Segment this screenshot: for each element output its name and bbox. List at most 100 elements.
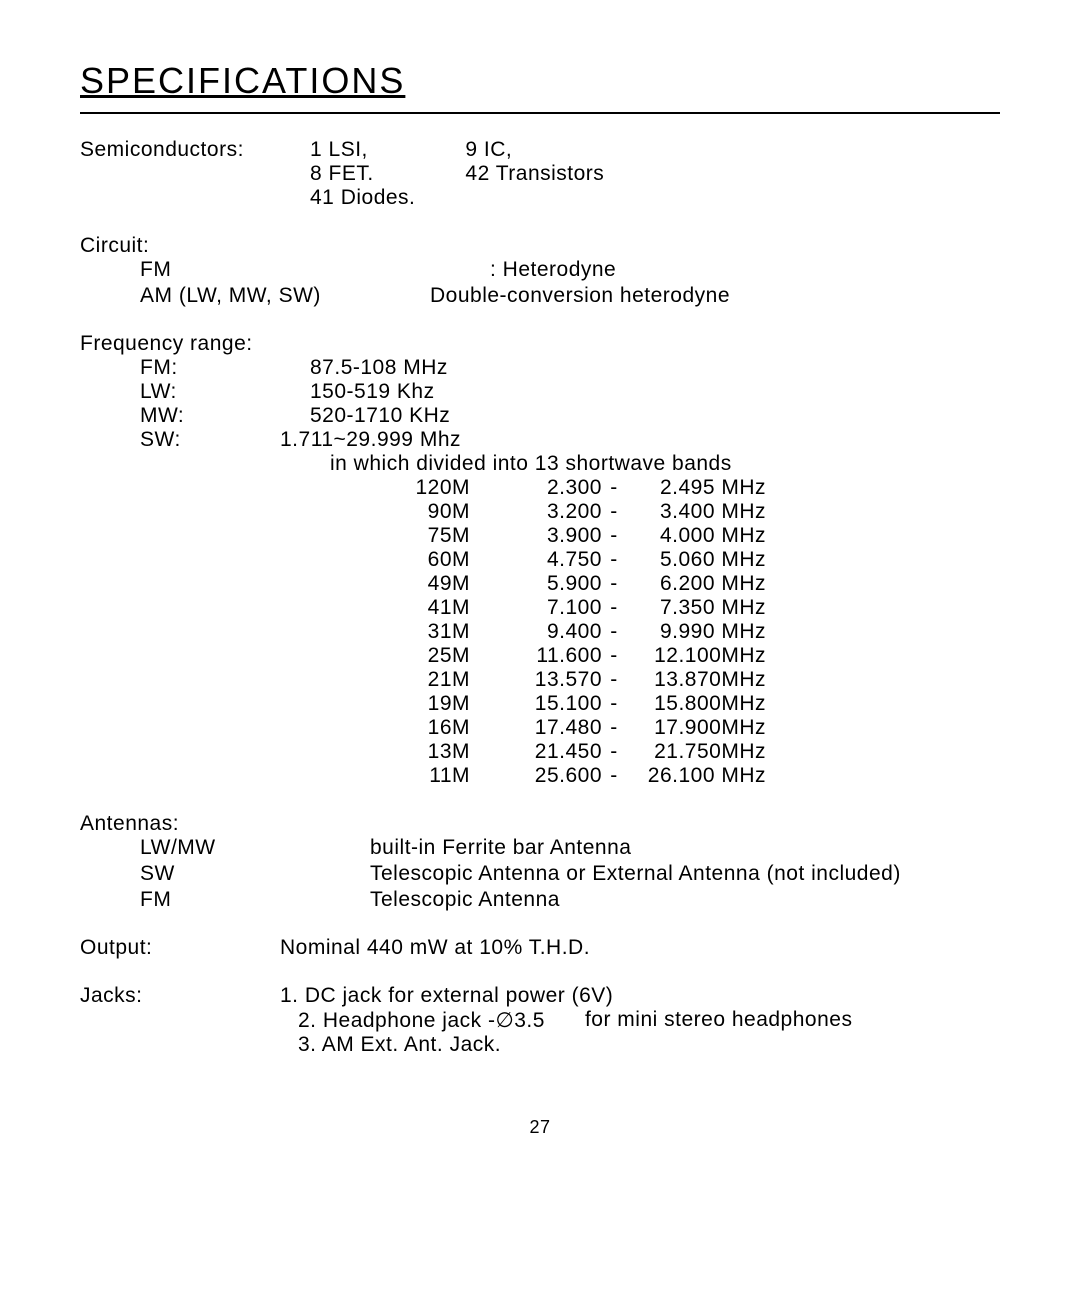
band-separator: - [602, 740, 626, 764]
freq-sw-val: 1.711~29.999 Mhz [280, 428, 461, 452]
freq-mw-label: MW: [80, 404, 310, 428]
ant-fm-label: FM [80, 888, 370, 912]
band-row: 90M3.200-3.400 MHz [80, 500, 1000, 524]
antennas-label: Antennas: [80, 812, 1000, 836]
band-separator: - [602, 620, 626, 644]
band-separator: - [602, 692, 626, 716]
band-row: 75M3.900-4.000 MHz [80, 524, 1000, 548]
band-start: 13.570 [482, 668, 602, 692]
band-name: 21M [410, 668, 482, 692]
antennas-section: Antennas: LW/MW built-in Ferrite bar Ant… [80, 812, 1000, 912]
semi-2b: 42 Transistors [465, 162, 604, 186]
band-name: 19M [410, 692, 482, 716]
ant-sw-val: Telescopic Antenna or External Antenna (… [370, 862, 1000, 886]
jacks-section: Jacks: 1. DC jack for external power (6V… [80, 984, 1000, 1057]
semi-1b: 9 IC, [465, 138, 604, 162]
circuit-fm-val: : Heterodyne [370, 258, 1000, 282]
semi-label: Semiconductors: [80, 138, 310, 210]
output-val: Nominal 440 mW at 10% T.H.D. [280, 936, 1000, 960]
jacks-label: Jacks: [80, 984, 280, 1057]
ant-sw-label: SW [80, 862, 370, 886]
band-end: 6.200 MHz [626, 572, 766, 596]
semiconductors-section: Semiconductors: 1 LSI, 9 IC, 8 FET. 42 T… [80, 138, 1000, 210]
shortwave-bands-table: 120M2.300-2.495 MHz90M3.200-3.400 MHz75M… [80, 476, 1000, 788]
band-start: 3.900 [482, 524, 602, 548]
band-end: 3.400 MHz [626, 500, 766, 524]
band-end: 13.870MHz [626, 668, 766, 692]
jacks-2b: for mini stereo headphones [545, 1008, 853, 1033]
band-separator: - [602, 644, 626, 668]
band-start: 3.200 [482, 500, 602, 524]
band-name: 75M [410, 524, 482, 548]
freq-lw-val: 150-519 Khz [310, 380, 435, 404]
band-row: 41M7.100-7.350 MHz [80, 596, 1000, 620]
band-start: 21.450 [482, 740, 602, 764]
band-name: 31M [410, 620, 482, 644]
jacks-2a: 2. Headphone jack -∅3.5 [280, 1008, 545, 1033]
frequency-section: Frequency range: FM: 87.5-108 MHz LW: 15… [80, 332, 1000, 788]
band-name: 49M [410, 572, 482, 596]
band-separator: - [602, 548, 626, 572]
band-row: 120M2.300-2.495 MHz [80, 476, 1000, 500]
jacks-1: 1. DC jack for external power (6V) [280, 984, 1000, 1008]
freq-fm-label: FM: [80, 356, 310, 380]
band-separator: - [602, 500, 626, 524]
band-separator: - [602, 572, 626, 596]
freq-mw-val: 520-1710 KHz [310, 404, 450, 428]
band-row: 49M5.900-6.200 MHz [80, 572, 1000, 596]
band-row: 16M17.480-17.900MHz [80, 716, 1000, 740]
band-separator: - [602, 764, 626, 788]
band-separator: - [602, 524, 626, 548]
band-row: 19M15.100-15.800MHz [80, 692, 1000, 716]
ant-fm-val: Telescopic Antenna [370, 888, 1000, 912]
band-name: 13M [410, 740, 482, 764]
band-row: 25M11.600-12.100MHz [80, 644, 1000, 668]
band-start: 2.300 [482, 476, 602, 500]
band-end: 4.000 MHz [626, 524, 766, 548]
band-end: 2.495 MHz [626, 476, 766, 500]
band-end: 15.800MHz [626, 692, 766, 716]
semi-1a: 1 LSI, [310, 138, 415, 162]
band-name: 25M [410, 644, 482, 668]
circuit-am-label: AM (LW, MW, SW) [80, 284, 430, 308]
band-start: 25.600 [482, 764, 602, 788]
band-row: 60M4.750-5.060 MHz [80, 548, 1000, 572]
band-end: 26.100 MHz [626, 764, 766, 788]
band-start: 15.100 [482, 692, 602, 716]
band-separator: - [602, 716, 626, 740]
page-title: SPECIFICATIONS [80, 60, 1000, 106]
band-start: 17.480 [482, 716, 602, 740]
band-separator: - [602, 596, 626, 620]
semi-3a: 41 Diodes. [310, 186, 415, 210]
freq-sw-note: in which divided into 13 shortwave bands [80, 452, 1000, 476]
freq-fm-val: 87.5-108 MHz [310, 356, 448, 380]
band-name: 120M [410, 476, 482, 500]
band-start: 4.750 [482, 548, 602, 572]
band-name: 41M [410, 596, 482, 620]
band-row: 13M21.450-21.750MHz [80, 740, 1000, 764]
output-section: Output: Nominal 440 mW at 10% T.H.D. [80, 936, 1000, 960]
ant-lwmw-val: built-in Ferrite bar Antenna [370, 836, 1000, 860]
jacks-3: 3. AM Ext. Ant. Jack. [280, 1033, 1000, 1057]
band-separator: - [602, 476, 626, 500]
band-name: 11M [410, 764, 482, 788]
band-separator: - [602, 668, 626, 692]
freq-lw-label: LW: [80, 380, 310, 404]
freq-sw-label: SW: [80, 428, 310, 452]
ant-lwmw-label: LW/MW [80, 836, 370, 860]
band-end: 12.100MHz [626, 644, 766, 668]
band-name: 90M [410, 500, 482, 524]
freq-label: Frequency range: [80, 332, 1000, 356]
circuit-fm-label: FM [80, 258, 370, 282]
circuit-section: Circuit: FM : Heterodyne AM (LW, MW, SW)… [80, 234, 1000, 308]
band-end: 21.750MHz [626, 740, 766, 764]
band-name: 60M [410, 548, 482, 572]
band-row: 21M13.570-13.870MHz [80, 668, 1000, 692]
circuit-label: Circuit: [80, 234, 1000, 258]
title-rule [80, 112, 1000, 114]
band-end: 9.990 MHz [626, 620, 766, 644]
band-start: 5.900 [482, 572, 602, 596]
band-row: 11M25.600-26.100 MHz [80, 764, 1000, 788]
band-row: 31M9.400-9.990 MHz [80, 620, 1000, 644]
band-end: 7.350 MHz [626, 596, 766, 620]
